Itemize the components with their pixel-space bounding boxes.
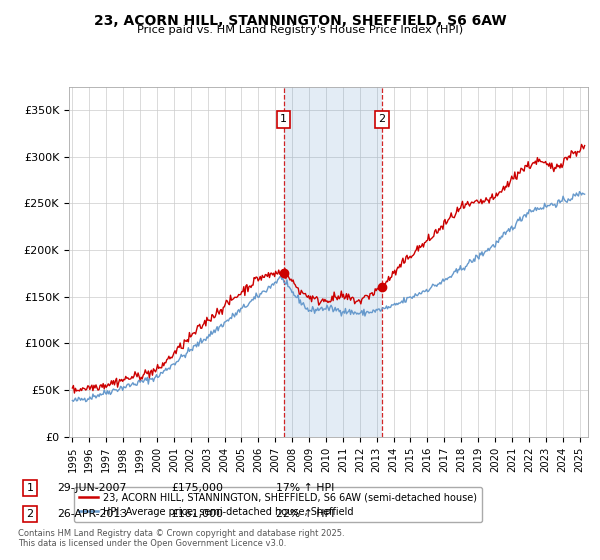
Text: 2: 2 bbox=[26, 509, 34, 519]
Text: 26-APR-2013: 26-APR-2013 bbox=[57, 509, 127, 519]
Text: Price paid vs. HM Land Registry's House Price Index (HPI): Price paid vs. HM Land Registry's House … bbox=[137, 25, 463, 35]
Legend: 23, ACORN HILL, STANNINGTON, SHEFFIELD, S6 6AW (semi-detached house), HPI: Avera: 23, ACORN HILL, STANNINGTON, SHEFFIELD, … bbox=[74, 487, 482, 522]
Text: £175,000: £175,000 bbox=[171, 483, 223, 493]
Text: 23, ACORN HILL, STANNINGTON, SHEFFIELD, S6 6AW: 23, ACORN HILL, STANNINGTON, SHEFFIELD, … bbox=[94, 14, 506, 28]
Text: 1: 1 bbox=[26, 483, 34, 493]
Text: 1: 1 bbox=[280, 114, 287, 124]
Text: Contains HM Land Registry data © Crown copyright and database right 2025.
This d: Contains HM Land Registry data © Crown c… bbox=[18, 529, 344, 548]
Text: 2: 2 bbox=[379, 114, 386, 124]
Text: 17% ↑ HPI: 17% ↑ HPI bbox=[276, 483, 334, 493]
Text: 29-JUN-2007: 29-JUN-2007 bbox=[57, 483, 127, 493]
Bar bbox=[284, 87, 382, 437]
Text: 22% ↑ HPI: 22% ↑ HPI bbox=[276, 509, 334, 519]
Text: £161,000: £161,000 bbox=[171, 509, 223, 519]
